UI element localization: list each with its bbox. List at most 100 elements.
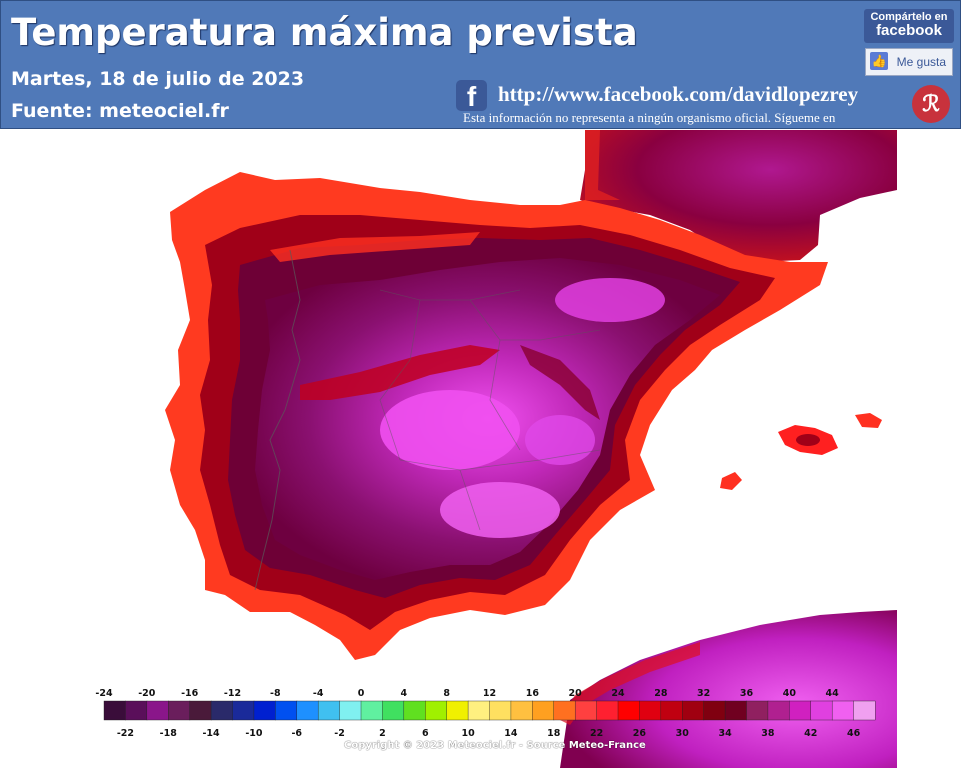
legend-swatch [189,700,212,721]
africa-landmass [560,610,897,768]
legend-top-label: 4 [401,688,408,699]
iberian-ridge [520,345,600,420]
legend-swatch [425,700,448,721]
legend-top-label: -8 [270,688,281,699]
hotspot-east [525,415,595,465]
legend-swatch [853,700,876,721]
legend-bottom-label: 18 [547,728,561,739]
hotspot-central [380,390,520,470]
legend-swatch [275,700,298,721]
share-label: Compártelo en [870,11,948,23]
legend-swatch [532,700,555,721]
legend-top-label: -4 [313,688,324,699]
legend-swatch [146,700,169,721]
legend-swatch [660,700,683,721]
legend-bottom-label: 26 [633,728,647,739]
like-button[interactable]: 👍 Me gusta [865,48,953,76]
legend-swatch [125,700,148,721]
legend-swatch [767,700,790,721]
legend-swatch [831,700,855,721]
legend-swatch [510,700,533,721]
region-borders [379,289,601,531]
hotspot-south [440,482,560,538]
legend-swatch [574,700,598,721]
legend-swatch [489,700,512,721]
legend-swatch [360,700,383,721]
legend-bottom-label: 38 [761,728,775,739]
legend-top-label: 12 [483,688,496,699]
author-logo-icon[interactable]: ℛ [912,85,950,123]
portugal-border [254,249,301,591]
share-brand: facebook [876,22,942,39]
page-title: Temperatura máxima prevista [11,11,638,54]
legend-swatch [168,700,191,721]
legend-top-label: 16 [526,688,540,699]
temperature-legend: -24 -20 -16 -12 -8 -4 0 4 8 12 16 20 24 28 32 36 40 44 -2… [95,688,876,739]
legend-bottom-label: 6 [422,728,429,739]
legend-swatch [596,700,619,721]
legend-swatch [639,700,662,721]
hotspot-ebro [555,278,665,322]
legend-bottom-label: -18 [160,728,178,739]
legend-top-label: 44 [826,688,840,699]
legend-swatch [553,700,576,721]
legend-swatch [296,700,319,721]
legend-bottom-label: 2 [379,728,386,739]
copyright-notice: Copyright © 2023 Meteociel.fr - Source M… [344,740,646,751]
legend-top-label: 32 [697,688,710,699]
legend-swatch [789,700,812,721]
like-label: Me gusta [896,55,946,69]
legend-top-label: 0 [358,688,365,699]
legend-top-label: 20 [569,688,583,699]
legend-swatch [446,700,469,721]
legend-swatch [382,700,405,721]
legend-swatch [103,700,126,721]
facebook-icon[interactable]: f [456,80,487,112]
header-banner: Temperatura máxima prevista Martes, 18 d… [0,0,961,129]
legend-bottom-label: 30 [676,728,690,739]
legend-top-label: -20 [138,688,156,699]
legend-swatch [703,700,726,721]
legend-swatch [810,700,833,721]
legend-swatch [317,700,341,721]
legend-top-label: -16 [181,688,199,699]
legend-swatch [339,700,362,721]
legend-top-label: 24 [611,688,625,699]
france-edge [585,130,620,200]
share-on-facebook-button[interactable]: Compártelo en facebook [864,9,954,43]
france-landmass [580,130,897,262]
legend-top-label: -24 [95,688,113,699]
legend-top-label: 40 [783,688,797,699]
legend-bottom-label: -14 [202,728,220,739]
legend-bottom-labels: -22 -18 -14 -10 -6 -2 2 6 10 14 18 22 26 30 34 38 42 46 [117,728,861,739]
legend-bottom-label: 42 [804,728,817,739]
facebook-url-link[interactable]: http://www.facebook.com/davidlopezrey [498,82,859,106]
legend-swatch [746,700,769,721]
mallorca-center [796,434,820,446]
legend-bottom-label: -6 [291,728,302,739]
africa-coast-band [560,642,700,725]
legend-swatch [253,700,276,721]
menorca-island [855,413,882,428]
legend-swatch [403,700,426,721]
data-source: Fuente: meteociel.fr [11,100,229,122]
central-system-ridge [300,345,500,400]
ibiza-island [720,472,742,490]
legend-top-label: 8 [443,688,450,699]
legend-bottom-label: 14 [504,728,518,739]
legend-swatch [210,700,234,721]
legend-top-label: -12 [224,688,241,699]
cantabrian-ridge [270,232,480,262]
legend-swatch [682,700,705,721]
legend-bottom-label: 46 [847,728,861,739]
thumbs-up-icon: 👍 [870,52,888,70]
legend-bottom-label: -10 [245,728,263,739]
legend-bottom-label: 10 [461,728,475,739]
legend-swatch [467,700,490,721]
temperature-map [165,130,897,768]
legend-swatch [617,700,640,721]
legend-bottom-label: -2 [334,728,345,739]
forecast-date: Martes, 18 de julio de 2023 [11,68,305,90]
legend-bottom-label: 34 [718,728,732,739]
legend-top-labels: -24 -20 -16 -12 -8 -4 0 4 8 12 16 20 24 28 32 36 40 44 [95,688,839,699]
